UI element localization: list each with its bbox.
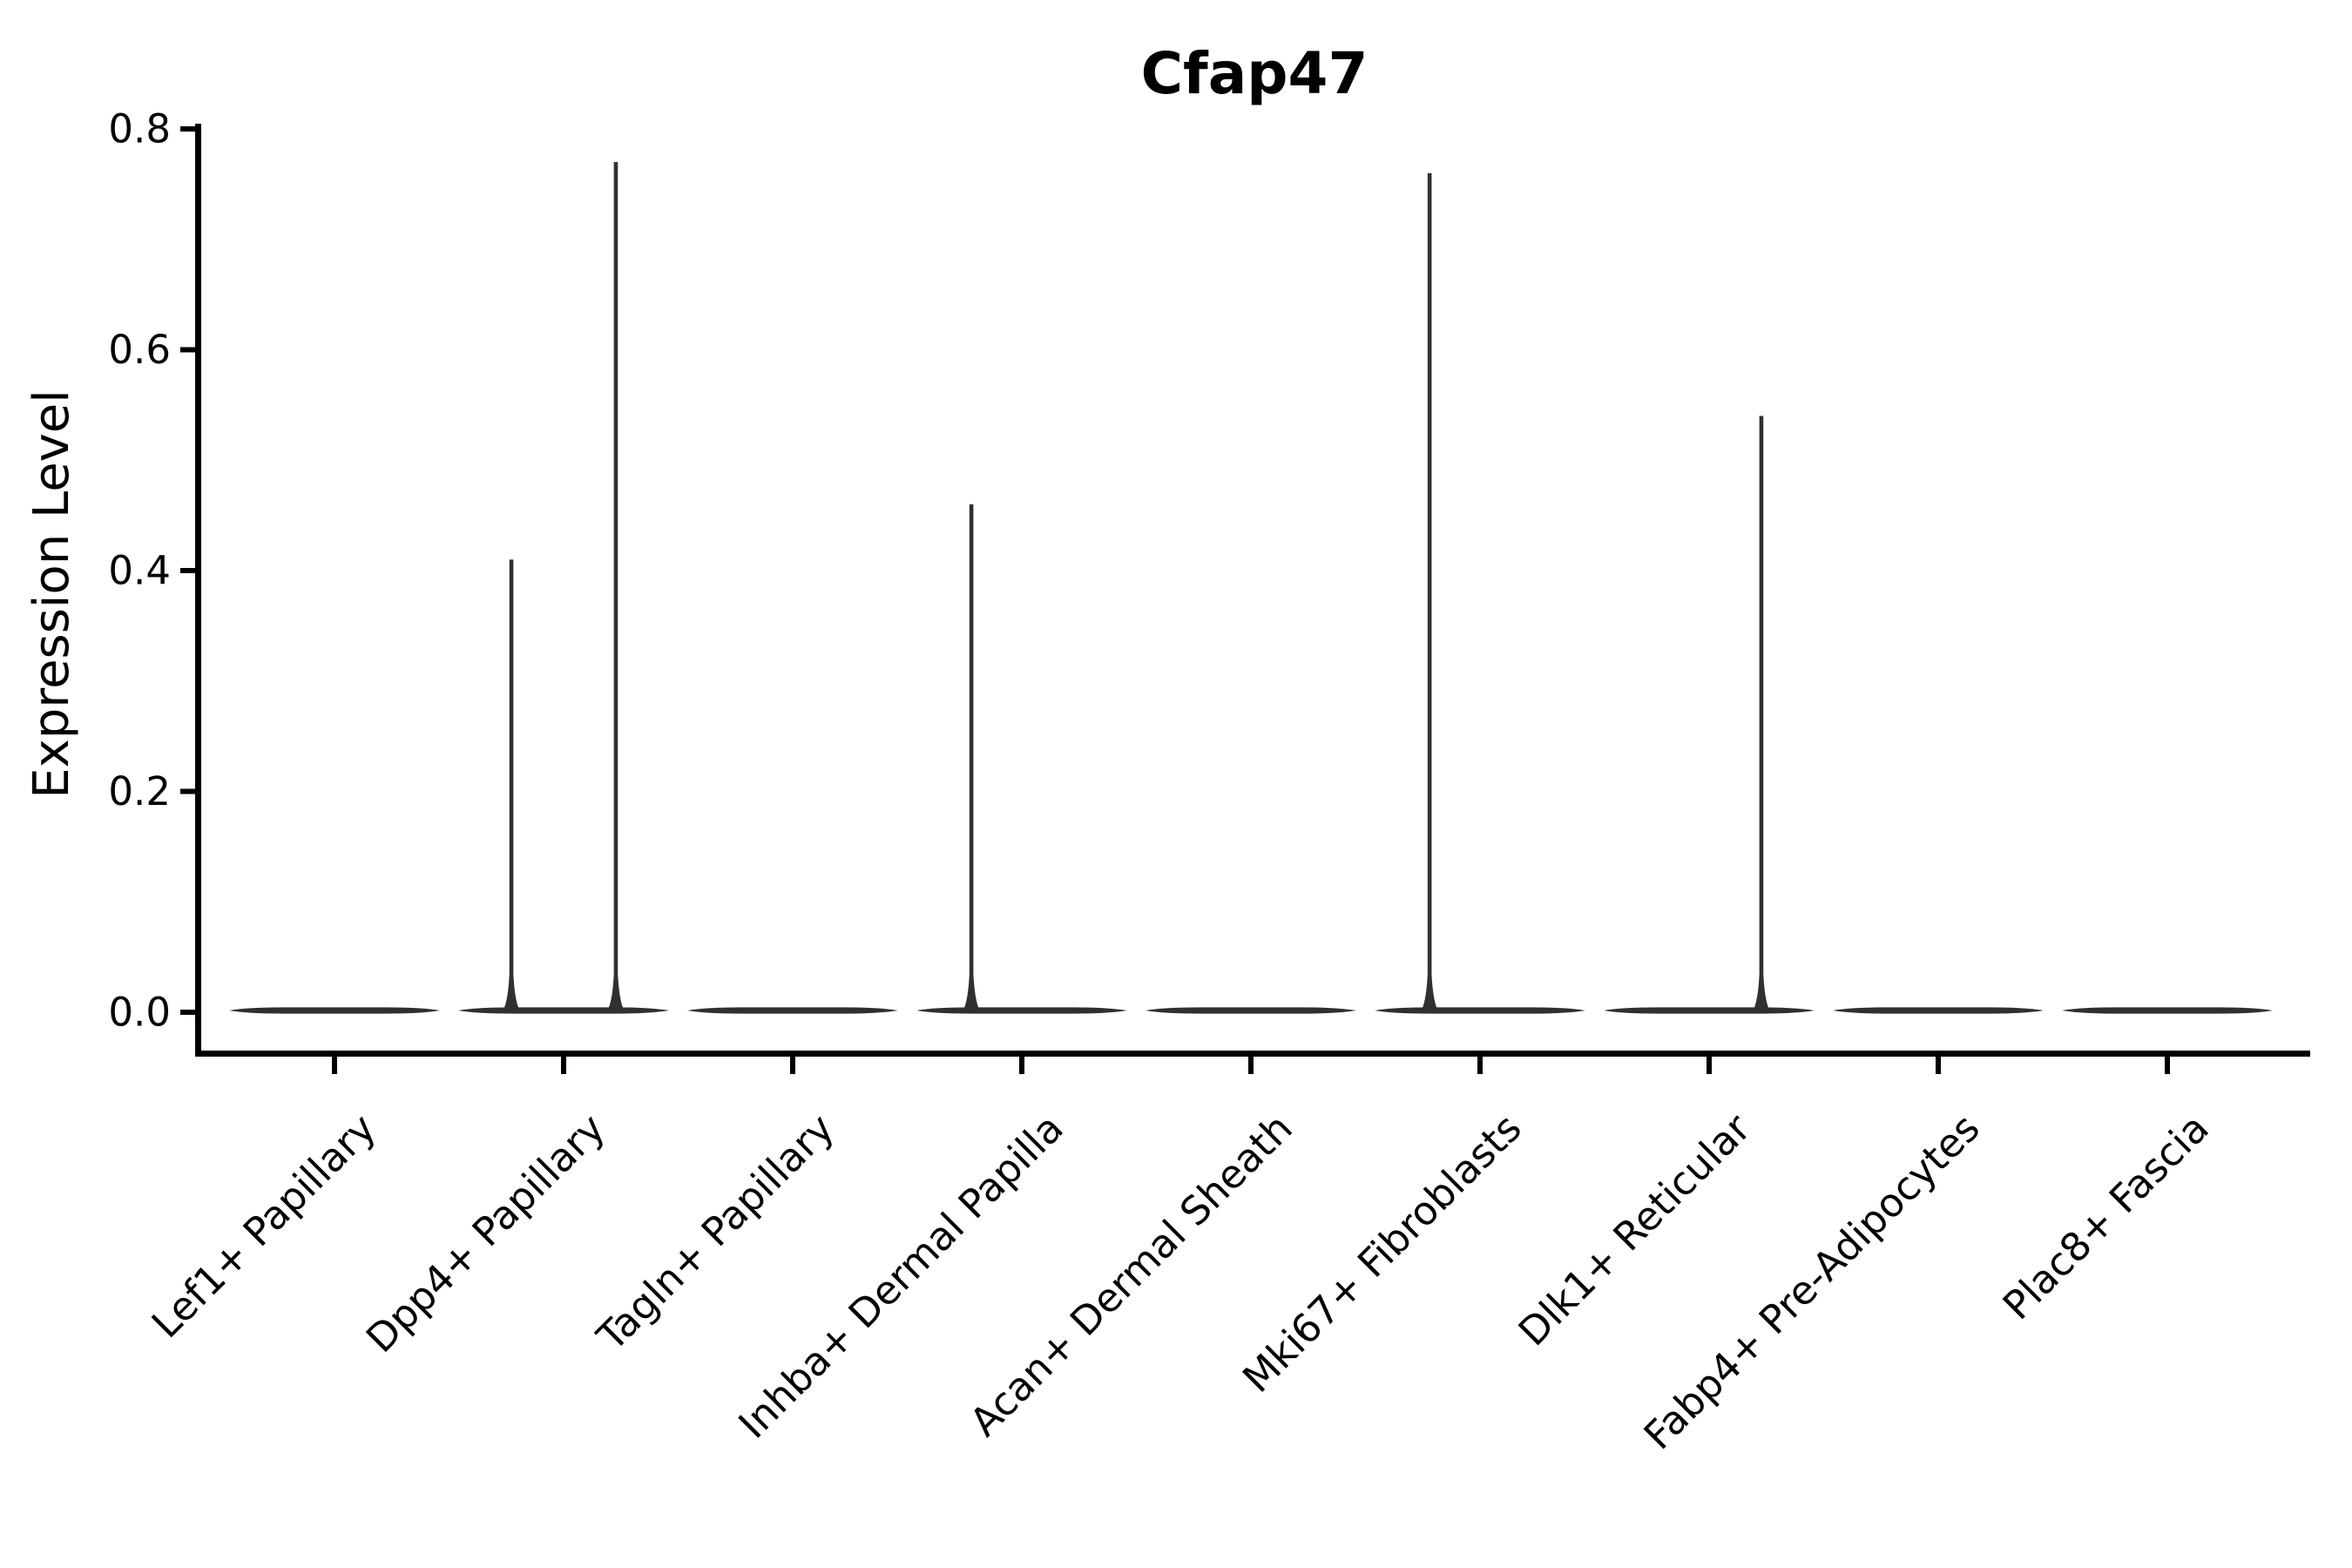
x-tick: [1019, 1057, 1024, 1074]
chart-title: Cfap47: [1141, 40, 1369, 107]
y-tick: [180, 788, 198, 794]
violin-spike: [1752, 416, 1770, 1011]
x-tick: [1248, 1057, 1254, 1074]
x-tick: [1936, 1057, 1941, 1074]
y-tick-label: 0.0: [108, 990, 171, 1036]
x-tick: [2165, 1057, 2170, 1074]
x-tick-label: Tagln+ Papillary: [588, 1105, 843, 1360]
violin-spike: [503, 559, 521, 1011]
y-tick-label: 0.4: [108, 548, 171, 594]
y-tick: [180, 126, 198, 132]
violin-body: [229, 1007, 440, 1014]
y-axis-label: Expression Level: [24, 389, 80, 799]
x-tick: [1477, 1057, 1483, 1074]
y-tick-label: 0.8: [108, 106, 171, 152]
y-tick: [180, 347, 198, 353]
x-tick-label: Lef1+ Papillary: [143, 1105, 385, 1347]
y-tick-label: 0.6: [108, 327, 171, 373]
y-axis: 0.0 0.2 0.4 0.6 0.8: [108, 106, 201, 1057]
x-tick: [561, 1057, 566, 1074]
x-tick: [790, 1057, 795, 1074]
violin-body: [687, 1007, 898, 1014]
x-tick-label: Dlk1+ Reticular: [1510, 1105, 1760, 1355]
violin-spike: [1421, 172, 1439, 1011]
x-tick-label: Plac8+ Fascia: [1994, 1105, 2218, 1328]
violin-body: [1833, 1007, 2044, 1014]
y-axis-spine: [195, 124, 201, 1057]
x-axis-spine: [195, 1051, 2310, 1057]
violin-body: [1146, 1007, 1356, 1014]
violin-body: [916, 1007, 1127, 1014]
violin-body: [1375, 1007, 1585, 1014]
violin-body: [458, 1007, 669, 1014]
x-tick: [1707, 1057, 1712, 1074]
x-tick-label: Dpp4+ Papillary: [357, 1105, 614, 1362]
y-tick: [180, 568, 198, 573]
violin-spike: [963, 504, 981, 1011]
violin-spike: [606, 162, 625, 1011]
violin-body: [2062, 1007, 2273, 1014]
y-tick-label: 0.2: [108, 768, 171, 814]
violins-layer: [229, 162, 2273, 1014]
x-tick: [332, 1057, 337, 1074]
violin-body: [1604, 1007, 1815, 1014]
y-tick: [180, 1010, 198, 1015]
